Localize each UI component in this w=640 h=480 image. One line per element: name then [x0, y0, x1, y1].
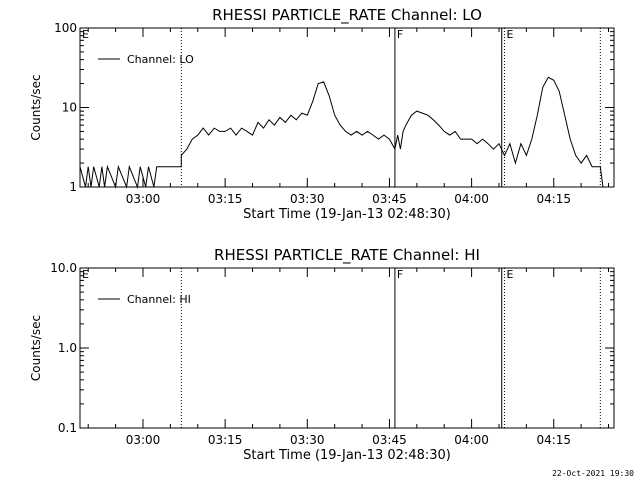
y-tick-label: 100 [54, 21, 77, 35]
y-tick-label: 0.1 [58, 421, 77, 435]
plot-frame [79, 27, 615, 188]
marker-label: F [397, 268, 403, 281]
corner-label: E [82, 28, 89, 41]
plot-frame [79, 267, 615, 429]
chart-panel-1: RHESSI PARTICLE_RATE Channel: HI Counts/s… [29, 246, 615, 463]
y-tick-label: 1.0 [58, 341, 77, 355]
x-tick-label: 04:15 [536, 433, 571, 447]
x-tick-label: 04:15 [536, 192, 571, 206]
legend-label: Channel: HI [127, 293, 191, 306]
x-tick-label: 03:00 [126, 192, 161, 206]
marker-label: E [506, 28, 513, 41]
y-axis-label: Counts/sec [29, 74, 43, 140]
x-tick-label: 03:30 [290, 433, 325, 447]
chart-title: RHESSI PARTICLE_RATE Channel: HI [214, 246, 480, 265]
y-tick-label: 1 [69, 180, 77, 194]
y-tick-label: 10 [62, 101, 77, 115]
x-tick-label: 03:45 [372, 433, 407, 447]
marker-label: E [506, 268, 513, 281]
series-line-0 [79, 76, 604, 189]
marker-label: F [397, 28, 403, 41]
x-tick-label: 03:15 [208, 433, 243, 447]
x-tick-label: 03:30 [290, 192, 325, 206]
chart-panel-0: RHESSI PARTICLE_RATE Channel: LO Counts/s… [29, 6, 615, 222]
x-axis-label: Start Time (19-Jan-13 02:48:30) [243, 448, 451, 463]
x-tick-label: 03:15 [208, 192, 243, 206]
plot-timestamp: 22-Oct-2021 19:30 [552, 469, 634, 478]
legend-label: Channel: LO [127, 53, 194, 66]
y-tick-label: 10.0 [50, 261, 77, 275]
x-tick-label: 03:45 [372, 192, 407, 206]
chart-legend: Channel: HI [98, 293, 191, 306]
chart-title: RHESSI PARTICLE_RATE Channel: LO [212, 6, 482, 25]
chart-legend: Channel: LO [98, 53, 194, 66]
corner-label: E [82, 268, 89, 281]
x-tick-label: 03:00 [126, 433, 161, 447]
x-tick-label: 04:00 [454, 433, 489, 447]
x-tick-label: 04:00 [454, 192, 489, 206]
x-axis-label: Start Time (19-Jan-13 02:48:30) [243, 207, 451, 222]
y-axis-label: Counts/sec [29, 315, 43, 381]
